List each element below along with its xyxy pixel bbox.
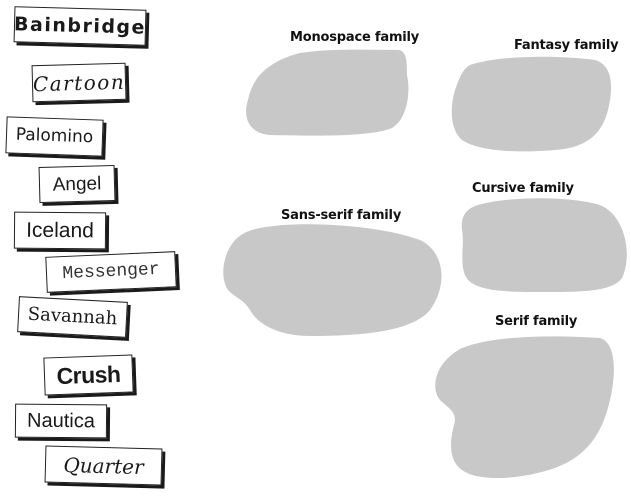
font-card-savannah[interactable]: Savannah: [17, 296, 128, 338]
monospace-family-label: Monospace family: [290, 30, 420, 45]
font-card-angel[interactable]: Angel: [38, 165, 116, 203]
font-card-quarter[interactable]: Quarter: [44, 445, 163, 486]
font-card-palomino[interactable]: Palomino: [5, 116, 104, 157]
font-card-messenger[interactable]: Messenger: [45, 251, 177, 293]
serif-family-zone[interactable]: [435, 336, 614, 479]
serif-family-label: Serif family: [495, 314, 578, 329]
fantasy-family-zone[interactable]: [451, 56, 612, 152]
fantasy-family-label: Fantasy family: [514, 38, 619, 53]
font-card-iceland[interactable]: Iceland: [13, 211, 107, 250]
sans-serif-family-label: Sans-serif family: [281, 208, 402, 223]
font-card-nautica[interactable]: Nautica: [14, 403, 108, 439]
monospace-family-zone[interactable]: [246, 49, 409, 136]
cursive-family-zone[interactable]: [461, 198, 627, 292]
font-card-bainbridge[interactable]: Bainbridge: [13, 6, 147, 46]
font-card-cartoon[interactable]: Cartoon: [31, 62, 127, 103]
sans-serif-family-zone[interactable]: [223, 224, 442, 336]
font-card-crush[interactable]: Crush: [43, 354, 134, 396]
cursive-family-label: Cursive family: [472, 181, 574, 196]
